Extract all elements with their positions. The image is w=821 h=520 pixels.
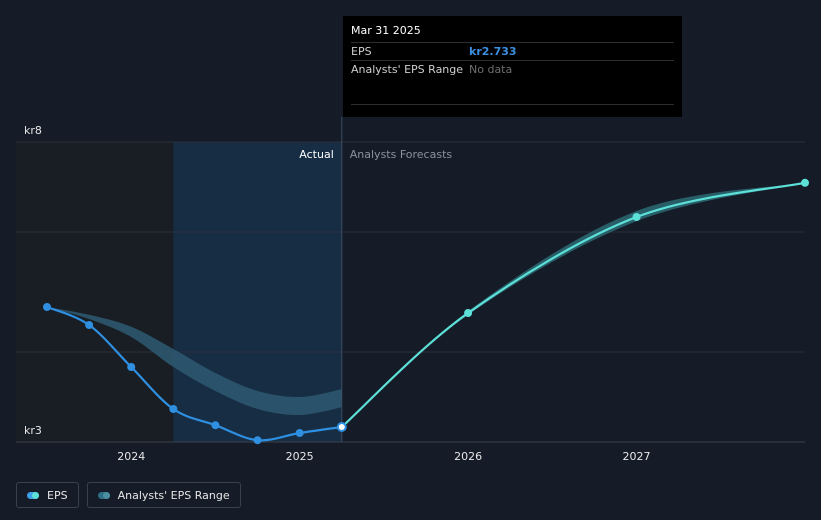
gridlines [16, 141, 805, 443]
legend-eps-label: EPS [47, 488, 68, 502]
eps-chart: Actual Analysts Forecasts kr8 kr3 2024 20… [16, 117, 809, 463]
y-tick-label-bottom: kr3 [24, 424, 42, 437]
tooltip-range-label: Analysts' EPS Range [351, 63, 464, 76]
tooltip-range-value: No data [469, 63, 513, 76]
tooltip-divider [351, 104, 674, 105]
range-swatch-icon [97, 491, 110, 499]
eps-actual-point[interactable] [43, 303, 51, 311]
eps-highlight-point[interactable] [336, 422, 347, 432]
eps-actual-point[interactable] [211, 421, 220, 430]
x-tick-label: 2024 [117, 450, 145, 463]
legend-range-toggle[interactable]: Analysts' EPS Range [86, 482, 241, 508]
eps-forecast-point[interactable] [632, 213, 641, 221]
eps-forecast-point[interactable] [464, 309, 473, 317]
legend-eps-toggle[interactable]: EPS [16, 482, 79, 508]
x-tick-label: 2026 [454, 450, 482, 463]
eps-actual-point[interactable] [127, 363, 136, 371]
x-tick-label: 2027 [623, 450, 651, 463]
eps-actual-point[interactable] [295, 429, 304, 437]
legend: EPS Analysts' EPS Range [16, 482, 241, 508]
tooltip-eps-row: EPS kr2.733 [351, 42, 674, 60]
y-tick-label-top: kr8 [24, 124, 42, 137]
eps-forecast-point[interactable] [801, 178, 809, 187]
eps-swatch-icon [27, 491, 39, 499]
tooltip-date: Mar 31 2025 [351, 24, 421, 37]
eps-line-forecast [341, 181, 806, 428]
x-tick-label: 2025 [286, 450, 314, 463]
legend-range-label: Analysts' EPS Range [117, 488, 230, 502]
forecast-label: Analysts Forecasts [350, 148, 453, 161]
eps-range-band-past [47, 307, 342, 416]
tooltip-range-row: Analysts' EPS Range No data [351, 60, 674, 78]
tooltip: Mar 31 2025 EPS kr2.733 Analysts' EPS Ra… [343, 16, 682, 117]
eps-range-band-forecast [341, 182, 805, 427]
actual-label: Actual [299, 148, 333, 161]
eps-actual-point[interactable] [169, 405, 178, 413]
tooltip-eps-label: EPS [351, 45, 372, 58]
tooltip-eps-value: kr2.733 [469, 45, 517, 58]
past-shade [16, 142, 174, 442]
eps-actual-point[interactable] [253, 436, 262, 445]
eps-actual-point[interactable] [85, 321, 94, 329]
